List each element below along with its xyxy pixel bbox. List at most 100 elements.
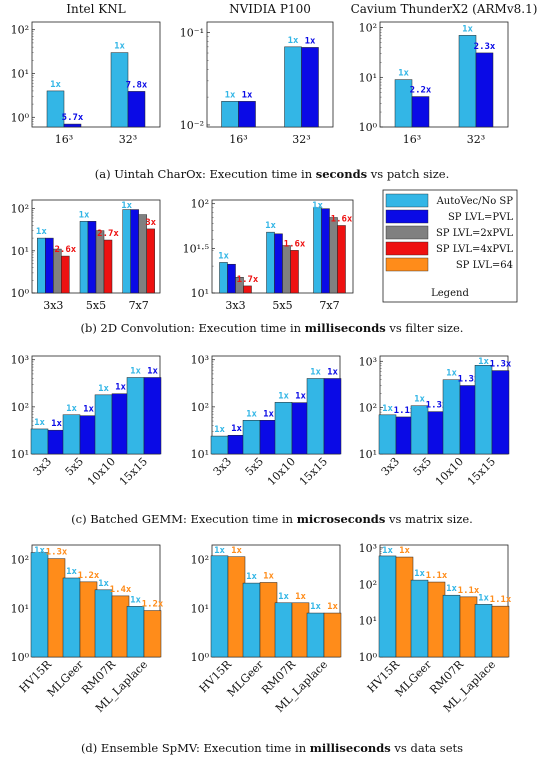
data-label: 1.1x <box>394 406 416 416</box>
bar-2xpvl <box>95 230 105 294</box>
data-label: 2.6x <box>54 245 76 255</box>
x-tick-label: 15x15 <box>297 455 330 488</box>
data-label: 1x <box>147 366 158 376</box>
y-tick-label: 10² <box>191 198 209 211</box>
bar-autovec <box>306 378 325 455</box>
data-label: 1x <box>263 571 274 581</box>
y-tick-label: 10⁻² <box>180 119 204 132</box>
data-label: 1x <box>327 602 338 612</box>
data-label: 1.1x <box>458 586 480 596</box>
y-tick-label: 10⁰ <box>11 651 30 664</box>
y-tick-label: 10² <box>11 401 29 414</box>
data-label: 1x <box>79 210 90 220</box>
y-tick-label: 10⁰ <box>191 651 210 664</box>
x-tick-label: 16³ <box>229 133 247 146</box>
data-label: 1x <box>231 424 242 434</box>
legend-entry-2xpvl: SP LVL=2xPVL <box>436 228 513 239</box>
data-label: 3x <box>145 218 156 228</box>
x-tick-label: 3x3 <box>225 299 245 312</box>
bar-autovec <box>442 379 461 455</box>
data-label: 1.6x <box>331 214 353 224</box>
bar-autovec <box>94 394 113 455</box>
plot-frame <box>379 21 509 128</box>
bar-4xpvl <box>243 285 252 294</box>
bar-autovec <box>378 555 397 658</box>
bar-64 <box>459 596 478 658</box>
bar-autovec <box>474 604 493 658</box>
bar-64 <box>47 558 66 658</box>
bar-autovec <box>284 46 302 128</box>
y-tick-label: 10² <box>11 24 29 37</box>
y-tick-label: 10⁻¹ <box>180 27 204 40</box>
legend-swatch-2xpvl <box>385 225 429 240</box>
bar-64 <box>111 595 130 658</box>
data-label: 1x <box>83 405 94 415</box>
data-label: 1x <box>98 579 109 589</box>
data-label: 7.8x <box>126 80 148 90</box>
bar-pvl <box>274 233 283 294</box>
bar-64 <box>395 556 414 658</box>
legend-swatch-pvl <box>385 209 429 224</box>
data-label: 1x <box>382 404 393 414</box>
legend-swatch-autovec <box>385 193 429 208</box>
bar-autovec <box>274 402 293 455</box>
bar-autovec <box>94 589 113 658</box>
bar-autovec <box>442 594 461 658</box>
x-tick-label: 32³ <box>119 133 137 146</box>
x-tick-label: 5x5 <box>411 455 434 478</box>
data-label: 1x <box>130 595 141 605</box>
bar-64 <box>491 605 510 658</box>
data-label: 1x <box>446 369 457 379</box>
y-tick-label: 10² <box>191 401 209 414</box>
bar-autovec <box>37 237 46 294</box>
bar-4xpvl <box>146 228 155 294</box>
y-tick-label: 10¹ <box>11 67 29 80</box>
bar-4xpvl <box>103 239 113 294</box>
legend-entry-autovec: AutoVec/No SP <box>436 196 514 207</box>
y-tick-label: 10² <box>191 554 209 567</box>
bar-pvl <box>111 393 130 455</box>
bar-autovec <box>30 552 49 658</box>
y-tick-label: 10¹ <box>11 448 29 461</box>
data-label: 1x <box>66 404 77 414</box>
bar-2xpvl <box>282 245 291 294</box>
bar-4xpvl <box>337 225 346 294</box>
bar-pvl <box>127 91 146 128</box>
chart-c1: 10¹ 10² 10³ 3x3 1x 1x 5x5 1x 1x 10x10 1x 1x 15x15 1x 1… <box>11 354 162 488</box>
caption-d: (d) Ensemble SpMV: Execution time in mil… <box>81 741 463 755</box>
bar-pvl <box>491 370 510 455</box>
bar-autovec <box>306 612 325 658</box>
x-tick-label: MLGeer <box>45 657 87 699</box>
y-tick-label: 10³ <box>359 355 377 368</box>
x-tick-label: 3x3 <box>379 455 402 478</box>
data-label: 1x <box>446 584 457 594</box>
chart-b1: 10⁰ 10¹ 10² 3x3 1x 2.6x 5x5 1x 2.7x 7x7 1x 3x <box>11 199 161 312</box>
data-label: 1x <box>50 80 61 90</box>
data-label: 1.1x <box>426 571 448 581</box>
y-tick-label: 10³ <box>359 542 377 555</box>
legend-entry-pvl: SP LVL=PVL <box>448 212 513 223</box>
legend-entry-4xpvl: SP LVL=4xPVL <box>436 244 513 255</box>
caption-c: (c) Batched GEMM: Execution time in micr… <box>71 512 473 526</box>
data-label: 1x <box>398 69 409 79</box>
data-label: 1x <box>310 367 321 377</box>
data-label: 1x <box>242 90 253 100</box>
legend: AutoVec/No SP SP LVL=PVL SP LVL=2xPVL SP LV… <box>382 189 518 303</box>
x-tick-label: 16³ <box>403 133 421 146</box>
x-tick-label: MLGeer <box>225 657 267 699</box>
plot-frame <box>206 21 334 128</box>
chart-title: Intel KNL <box>66 2 126 16</box>
x-tick-label: 16³ <box>55 133 73 146</box>
x-tick-label: 10x10 <box>265 455 298 488</box>
data-label: 2.3x <box>474 42 496 52</box>
bar-2xpvl <box>329 217 338 294</box>
bar-pvl <box>323 378 342 455</box>
data-label: 1x <box>263 409 274 419</box>
bar-autovec <box>266 231 275 294</box>
bar-autovec <box>378 414 397 455</box>
data-label: 1x <box>130 366 141 376</box>
bar-autovec <box>242 582 261 658</box>
bar-autovec <box>474 365 493 455</box>
